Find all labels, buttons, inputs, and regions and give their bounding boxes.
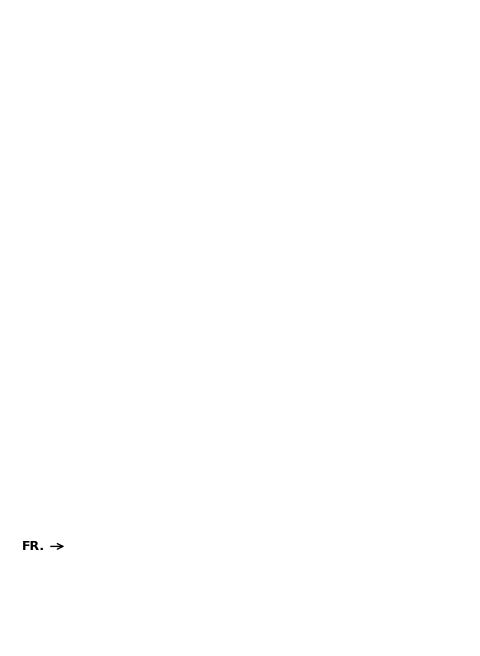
- Text: FR.: FR.: [22, 540, 45, 553]
